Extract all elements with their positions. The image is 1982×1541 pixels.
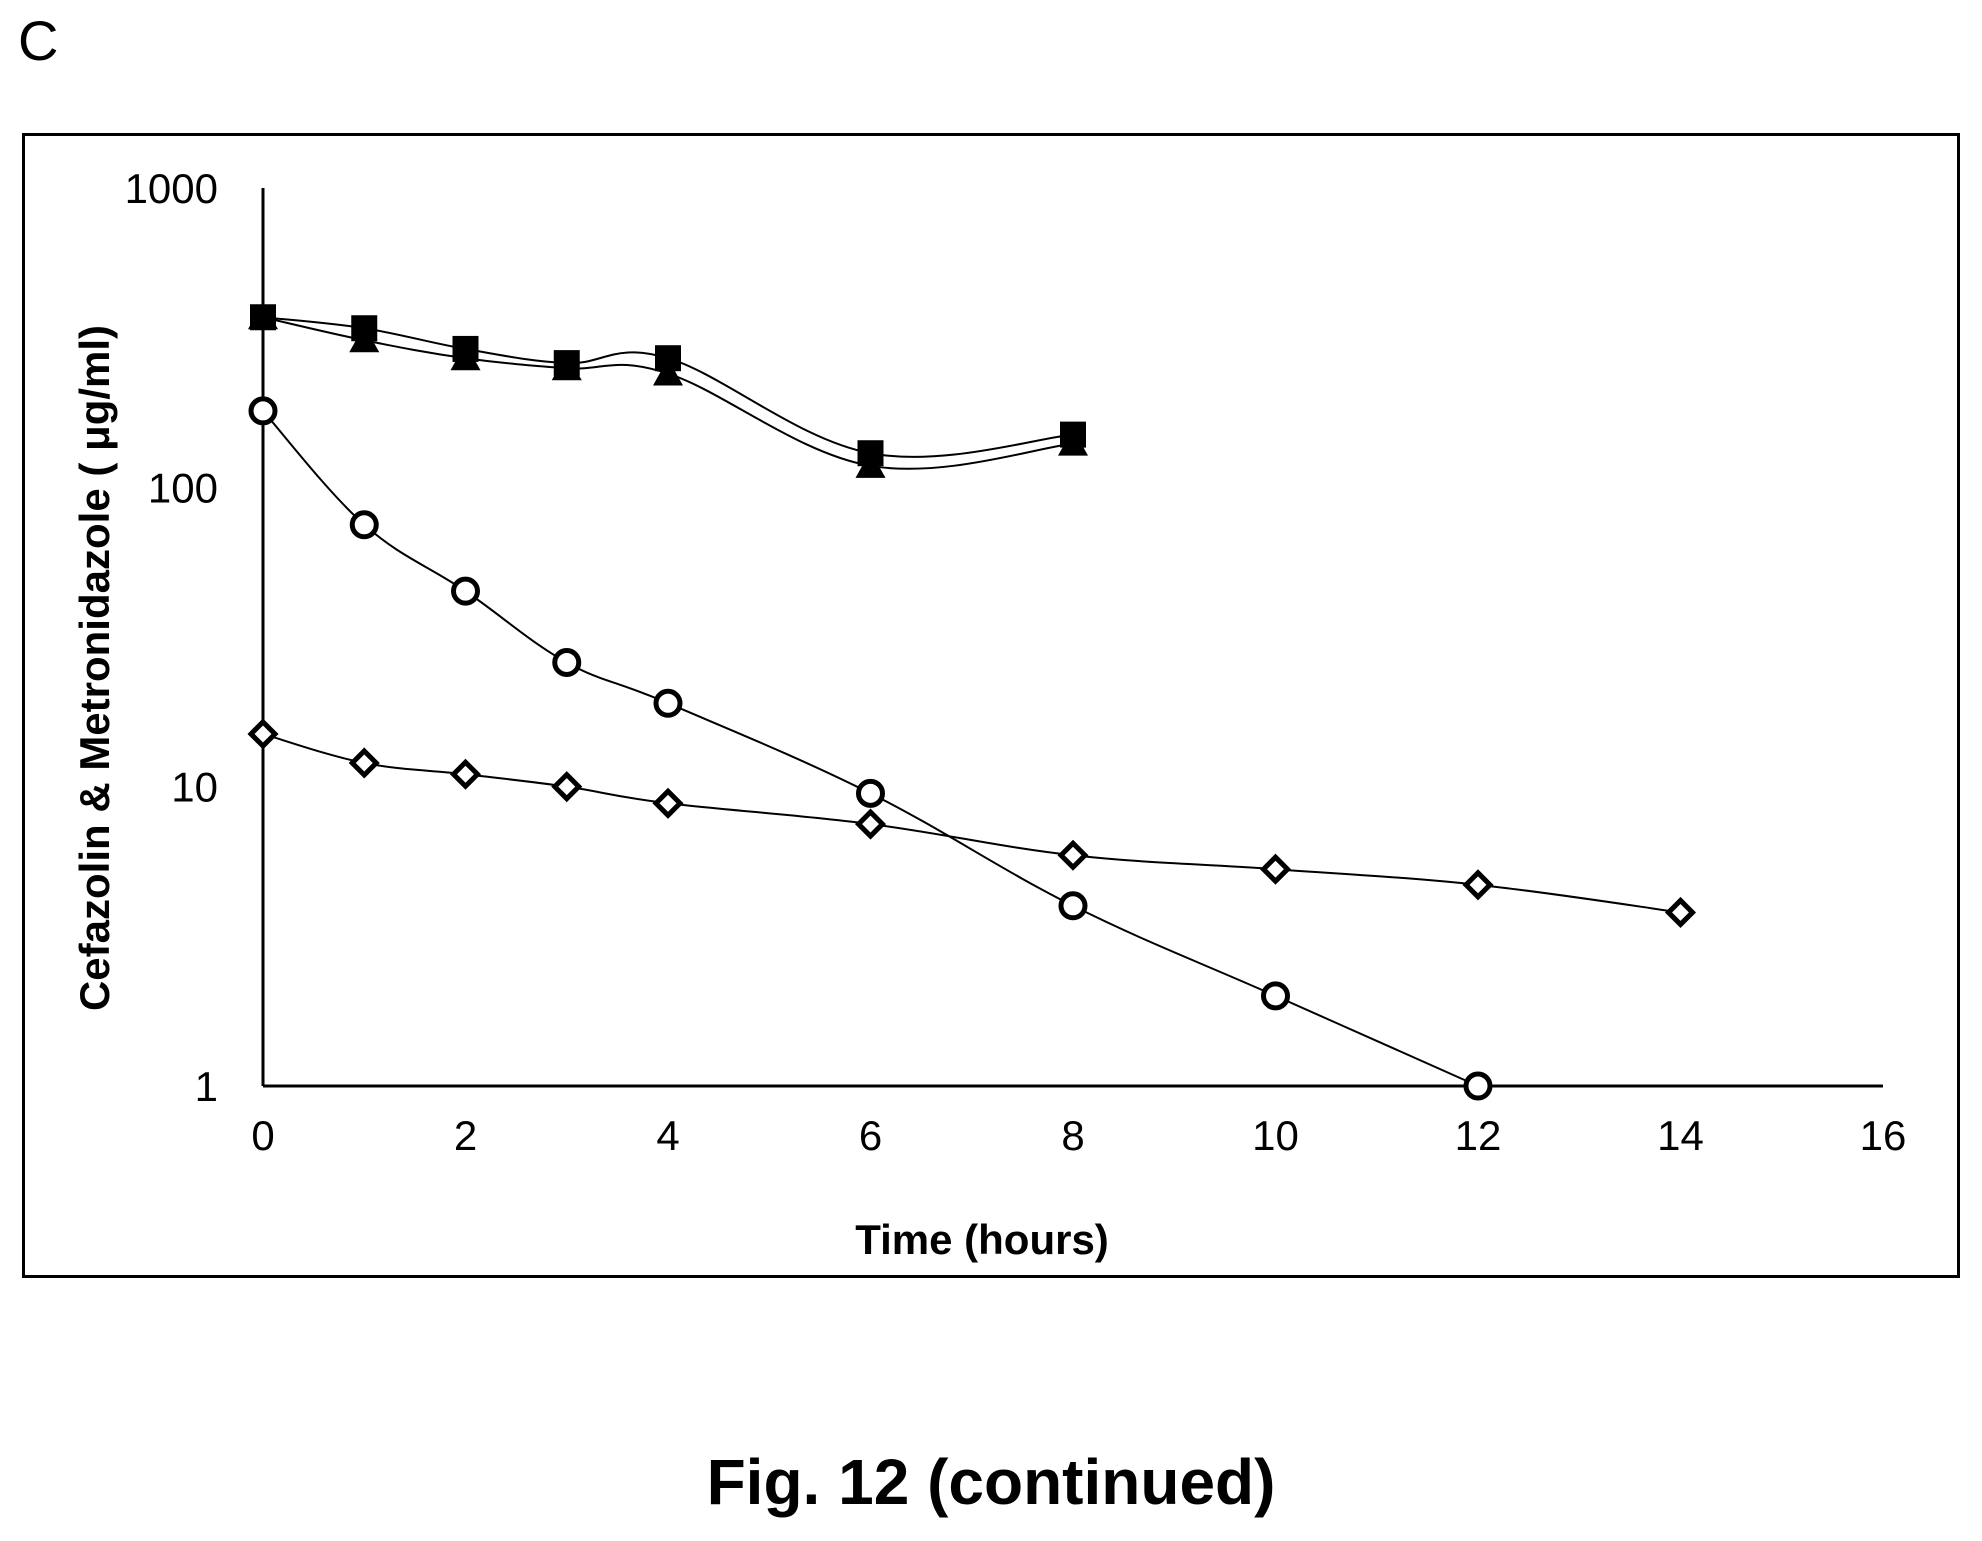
data-point-triangle (855, 450, 886, 478)
data-point-triangle (653, 358, 683, 386)
chart-frame (22, 133, 1960, 1278)
data-point-circle (248, 396, 278, 426)
figure-caption: Fig. 12 (continued) (706, 1446, 1276, 1518)
x-tick-label: 14 (1657, 1112, 1704, 1159)
data-point-circle (1463, 1071, 1493, 1101)
data-point-diamond (1259, 853, 1292, 885)
data-point-diamond (551, 771, 583, 803)
x-tick-label: 6 (859, 1112, 882, 1159)
data-point-triangle (450, 343, 481, 371)
axes: 0 2 4 6 8 10 12 14 16 1 10 100 1000 (125, 165, 1907, 1159)
data-point-circle (552, 647, 582, 677)
data-point-triangle (349, 325, 380, 353)
x-tick-label: 2 (454, 1112, 477, 1159)
series-line (262, 410, 1479, 1087)
x-tick-label: 4 (656, 1112, 679, 1159)
data-point-diamond (854, 808, 887, 840)
x-tick-label: 16 (1860, 1112, 1907, 1159)
series-circle-open (248, 396, 1493, 1101)
data-point-diamond (247, 718, 279, 750)
y-tick-label: 1 (195, 1063, 218, 1110)
data-point-circle (451, 576, 480, 606)
data-point-circle (349, 510, 379, 540)
y-tick-label: 10 (171, 764, 218, 811)
y-axis-title: Cefazolin & Metronidazole ( μg/ml) (71, 325, 118, 1011)
x-tick-label: 10 (1252, 1112, 1299, 1159)
series-triangle (248, 302, 1088, 478)
series-diamond-open (247, 718, 1697, 928)
x-tick-label: 12 (1455, 1112, 1502, 1159)
y-tick-label: 100 (148, 464, 218, 511)
data-point-diamond (449, 758, 482, 790)
x-axis-title: Time (hours) (855, 1216, 1109, 1263)
x-tick-label: 8 (1061, 1112, 1084, 1159)
data-point-circle (653, 688, 683, 718)
x-tick-label: 0 (251, 1112, 274, 1159)
panel-label: C (18, 9, 59, 72)
series-line (262, 316, 1074, 470)
data-point-diamond (1664, 896, 1697, 928)
data-point-diamond (348, 747, 380, 779)
data-point-triangle (551, 353, 582, 381)
series-line (262, 316, 1074, 458)
data-point-diamond (652, 787, 684, 819)
data-point-circle (1058, 891, 1088, 921)
data-point-triangle (1058, 428, 1088, 456)
data-point-circle (856, 778, 885, 808)
series-group (247, 302, 1697, 1101)
y-tick-label: 1000 (125, 165, 218, 212)
data-point-triangle (248, 302, 278, 330)
data-point-diamond (1462, 869, 1494, 901)
data-point-circle (1261, 981, 1290, 1011)
data-point-diamond (1057, 839, 1089, 871)
